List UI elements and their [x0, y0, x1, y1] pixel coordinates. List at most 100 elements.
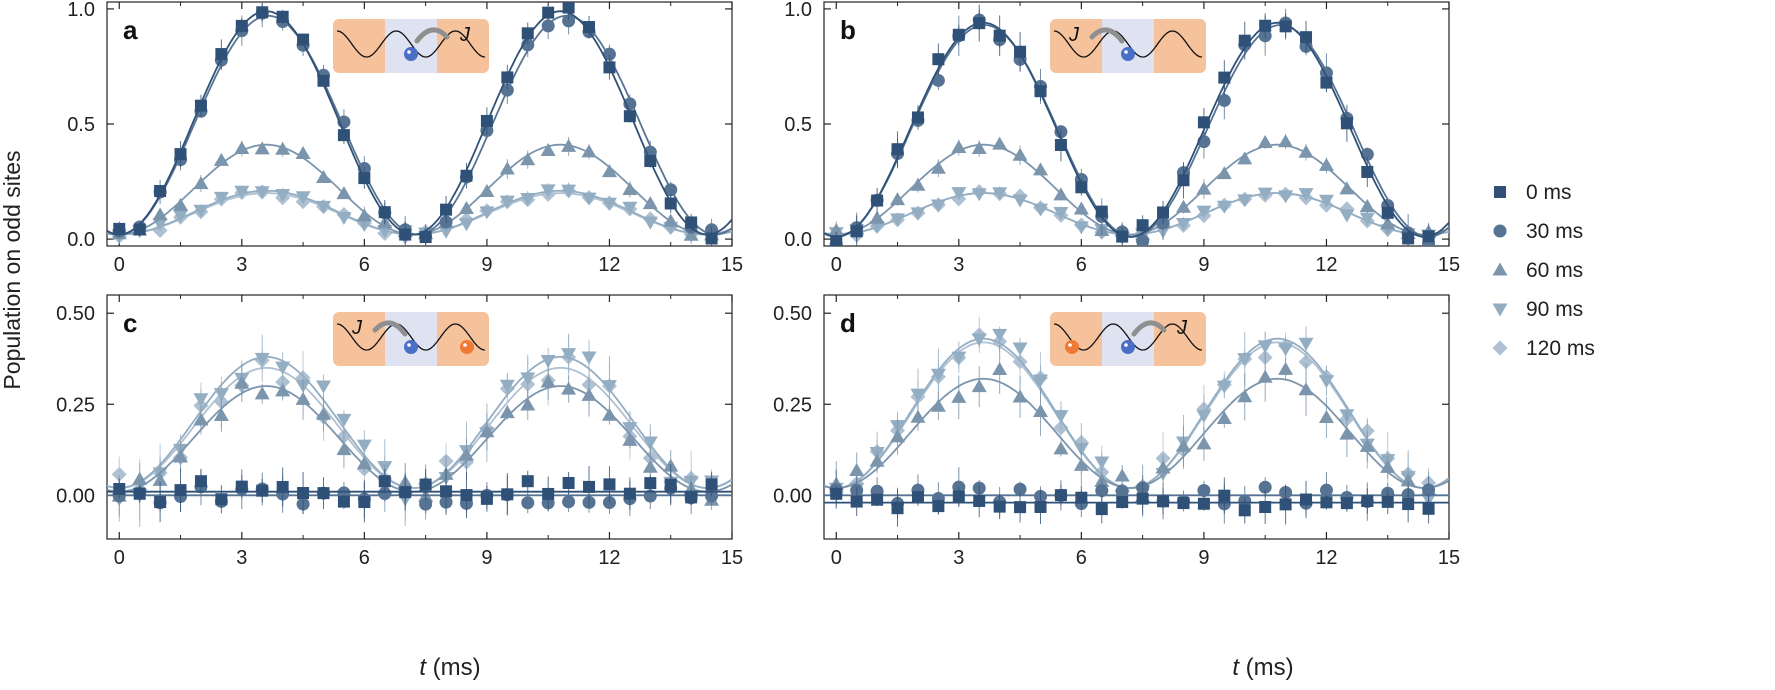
inset-coupling-label: J	[1068, 24, 1080, 46]
data-point	[1033, 374, 1049, 388]
data-point	[378, 475, 391, 488]
data-point	[890, 213, 906, 227]
data-point	[685, 491, 698, 504]
x-tick-label: 6	[359, 254, 370, 276]
fit-curve	[107, 356, 732, 489]
panel-b: 0 3 6 9 12 15 0.0 0.5 1.0 b J	[784, 0, 1460, 276]
data-point	[499, 405, 515, 419]
inset-coupling-label: J	[1176, 317, 1188, 339]
data-point	[1216, 200, 1232, 214]
inset-atom-highlight	[1124, 343, 1128, 347]
data-point	[1012, 389, 1028, 403]
inset-center-region	[385, 19, 437, 73]
data-point	[358, 172, 371, 185]
data-point	[951, 389, 967, 403]
data-point	[215, 48, 228, 61]
x-tick-label: 0	[831, 547, 842, 569]
data-point	[133, 487, 146, 500]
data-point	[113, 482, 126, 495]
data-point	[583, 480, 596, 493]
data-point	[830, 235, 843, 246]
data-point	[1034, 500, 1047, 513]
data-point	[275, 188, 291, 202]
data-point	[500, 83, 514, 97]
data-point	[499, 379, 515, 393]
data-point	[275, 141, 291, 155]
data-point	[951, 187, 967, 201]
data-point	[930, 199, 946, 213]
data-point	[378, 487, 392, 501]
data-point	[911, 111, 924, 124]
x-tick-label: 0	[114, 254, 125, 276]
data-point	[235, 19, 248, 32]
data-point	[581, 387, 597, 401]
x-tick-label: 12	[598, 254, 620, 276]
data-point	[520, 193, 536, 207]
series-0-ms	[107, 2, 732, 246]
data-point	[540, 184, 556, 198]
data-point	[705, 478, 718, 491]
data-point	[1014, 501, 1027, 514]
data-point	[132, 471, 148, 485]
data-point	[1053, 207, 1069, 221]
data-point	[458, 200, 474, 214]
x-tick-label: 12	[1315, 254, 1337, 276]
data-point	[971, 379, 987, 393]
x-tick-label: 9	[481, 254, 492, 276]
data-point	[1298, 354, 1314, 370]
x-tick-label: 15	[1438, 547, 1460, 569]
plot-area	[824, 316, 1449, 527]
data-point	[152, 472, 168, 486]
series-0-ms	[107, 464, 732, 523]
data-point	[438, 225, 454, 239]
legend-marker	[1492, 262, 1508, 276]
data-point	[295, 191, 311, 205]
data-point	[1320, 76, 1333, 89]
inset-atom-center	[1121, 47, 1135, 61]
data-point	[602, 47, 616, 61]
data-point	[336, 186, 352, 200]
data-point	[1237, 353, 1253, 367]
inset-center-region	[385, 312, 437, 366]
data-point	[1318, 410, 1334, 424]
data-point	[297, 487, 310, 500]
x-tick-label: 3	[953, 254, 964, 276]
data-point	[276, 10, 289, 23]
data-point	[1054, 489, 1067, 502]
data-point	[295, 391, 311, 405]
y-tick-label: 0.00	[773, 485, 812, 507]
data-point	[1175, 438, 1191, 452]
inset-atom-highlight	[463, 343, 467, 347]
x-tick-label: 12	[598, 547, 620, 569]
data-point	[520, 372, 536, 386]
fit-curve	[824, 21, 1449, 238]
data-point	[1075, 181, 1088, 194]
legend-label: 0 ms	[1526, 181, 1572, 204]
data-point	[890, 429, 906, 443]
panel-label: b	[840, 15, 856, 45]
inset-schematic: J	[1050, 19, 1206, 73]
data-point	[581, 144, 597, 158]
data-point	[378, 206, 391, 219]
fit-curve	[824, 143, 1449, 236]
data-point	[419, 231, 432, 244]
data-point	[254, 386, 270, 400]
plot-frame	[823, 294, 1450, 540]
data-point	[1318, 157, 1334, 171]
data-point	[419, 497, 433, 511]
data-point	[1136, 234, 1150, 246]
x-axis-unit: (ms)	[1239, 654, 1294, 681]
data-point	[910, 388, 926, 402]
data-point	[890, 192, 906, 206]
data-point	[623, 487, 636, 500]
data-point	[337, 495, 350, 508]
data-point	[1116, 496, 1129, 509]
data-point	[828, 222, 844, 236]
data-point	[603, 61, 616, 74]
data-point	[479, 206, 495, 220]
data-point	[992, 328, 1008, 342]
y-tick-label: 0.5	[784, 114, 812, 136]
x-tick-label: 0	[831, 254, 842, 276]
data-point	[275, 361, 291, 375]
inset-atom-center	[404, 340, 418, 354]
